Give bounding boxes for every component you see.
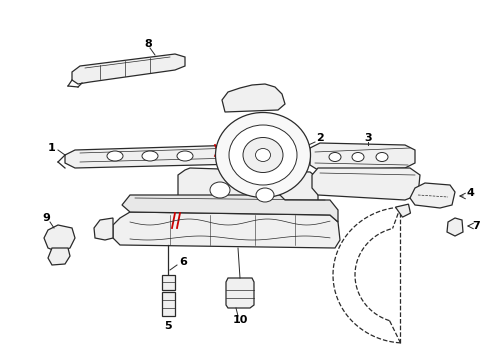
Polygon shape [175,205,317,220]
Ellipse shape [256,188,273,202]
Polygon shape [178,168,317,215]
Polygon shape [222,84,285,112]
Polygon shape [65,145,247,168]
Polygon shape [446,218,462,236]
Polygon shape [162,275,175,290]
Ellipse shape [243,138,283,172]
Polygon shape [162,292,175,316]
Text: 10: 10 [232,315,247,325]
Ellipse shape [209,182,229,198]
Ellipse shape [375,153,387,162]
Ellipse shape [177,151,193,161]
Polygon shape [72,54,184,84]
Text: 9: 9 [42,213,50,223]
Ellipse shape [255,148,270,162]
Ellipse shape [351,153,363,162]
Polygon shape [94,218,113,240]
Polygon shape [44,225,75,252]
Ellipse shape [215,112,310,198]
Text: 5: 5 [164,321,171,331]
Text: 3: 3 [364,133,371,143]
Polygon shape [311,168,419,200]
Polygon shape [113,212,339,248]
Polygon shape [309,143,414,170]
Ellipse shape [107,151,123,161]
Polygon shape [225,278,253,308]
Polygon shape [409,183,454,208]
Ellipse shape [228,125,296,185]
Ellipse shape [142,151,158,161]
Polygon shape [122,195,337,222]
Text: 1: 1 [48,143,56,153]
Text: 7: 7 [471,221,479,231]
Text: 6: 6 [179,257,186,267]
Polygon shape [395,204,409,217]
Polygon shape [48,248,70,265]
Text: 2: 2 [315,133,323,143]
Ellipse shape [328,153,340,162]
Text: 8: 8 [144,39,152,49]
Text: 4: 4 [465,188,473,198]
